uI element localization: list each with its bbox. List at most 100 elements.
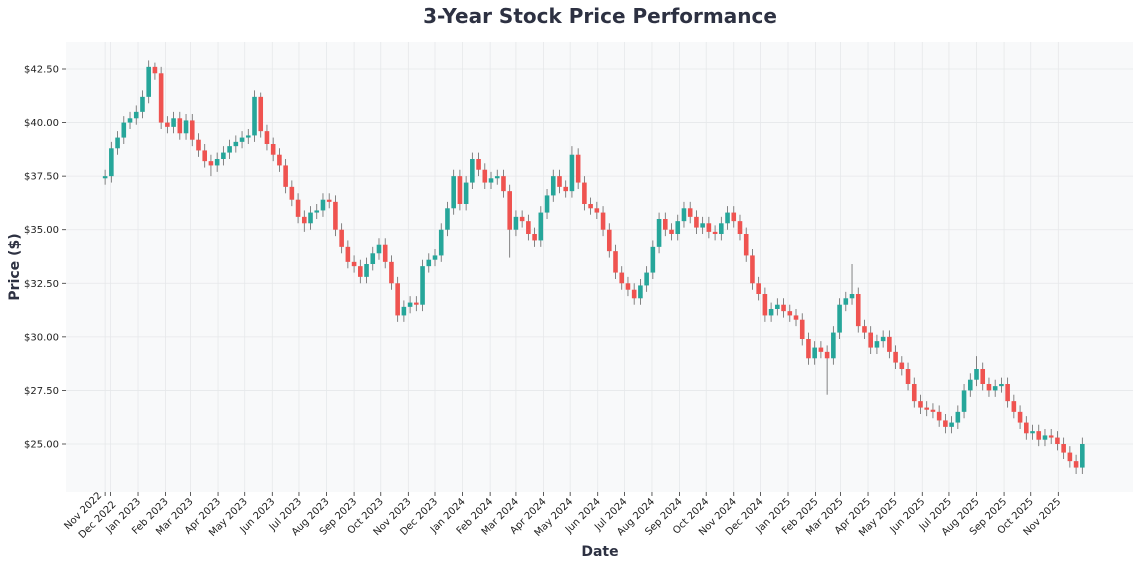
candle-body — [924, 407, 930, 410]
candle-down — [1036, 424, 1042, 447]
candle-down — [893, 345, 898, 369]
candle-up — [999, 377, 1004, 393]
candle-down — [799, 313, 805, 346]
candle-down — [333, 195, 338, 237]
candle-body — [382, 244, 388, 262]
candle-down — [532, 227, 537, 247]
candle-up — [675, 214, 681, 241]
candle-body — [687, 208, 693, 217]
candle-body — [905, 369, 911, 384]
candle-up — [245, 129, 251, 144]
candle-body — [550, 176, 556, 196]
candle-down — [519, 210, 525, 228]
candle-down — [669, 223, 674, 241]
candle-down — [756, 276, 761, 301]
candle-down — [750, 249, 755, 290]
candle-body — [1080, 444, 1085, 468]
candle-body — [1024, 422, 1029, 434]
candle-down — [277, 148, 282, 172]
candle-down — [986, 377, 992, 397]
candle-down — [613, 244, 618, 279]
candle-down — [289, 180, 295, 207]
candle-down — [687, 201, 693, 224]
candle-body — [488, 178, 494, 183]
candle-down — [781, 298, 786, 318]
candle-body — [563, 186, 569, 192]
candle-body — [806, 339, 811, 359]
candle-up — [320, 193, 326, 217]
candle-down — [1005, 377, 1010, 408]
candle-body — [544, 195, 550, 213]
candle-up — [719, 216, 724, 241]
candle-body — [843, 298, 849, 305]
candle-down — [1017, 405, 1023, 429]
candle-body — [295, 199, 301, 217]
grid-lines — [66, 42, 1133, 492]
candle-up — [432, 249, 438, 267]
candle-body — [918, 401, 923, 408]
candle-body — [949, 422, 954, 427]
y-tick-label: $32.50 — [24, 279, 59, 290]
candle-body — [793, 315, 799, 320]
candle-body — [1055, 437, 1060, 444]
candle-up — [488, 171, 494, 189]
x-axis-label: Date — [581, 544, 618, 560]
y-tick-label: $27.50 — [24, 386, 59, 397]
candle-body — [700, 223, 705, 228]
candle-down — [887, 330, 892, 359]
candle-body — [619, 272, 625, 284]
candle-body — [457, 176, 463, 204]
candle-body — [420, 266, 425, 305]
candle-down — [737, 214, 743, 241]
candle-body — [102, 176, 108, 179]
candle-body — [301, 216, 307, 224]
candle-up — [233, 135, 239, 153]
candle-down — [862, 319, 867, 339]
candle-body — [731, 212, 737, 222]
candle-up — [656, 212, 662, 254]
candle-body — [1030, 431, 1035, 434]
candle-down — [936, 405, 942, 427]
candle-body — [532, 234, 537, 241]
candle-up — [949, 416, 954, 434]
candle-up — [121, 116, 127, 144]
candle-body — [121, 122, 127, 138]
candle-body — [600, 212, 606, 230]
candle-body — [638, 285, 643, 299]
candle-body — [320, 199, 326, 211]
candle-body — [283, 165, 288, 187]
candle-body — [812, 347, 817, 359]
candle-down — [619, 266, 625, 290]
candle-body — [526, 221, 531, 234]
candle-down — [351, 255, 357, 273]
candle-body — [438, 229, 444, 256]
candle-up — [308, 206, 313, 230]
candle-down — [501, 169, 506, 198]
candle-up — [183, 114, 189, 140]
candle-body — [775, 304, 780, 309]
candle-body — [407, 302, 413, 307]
y-tick-label: $30.00 — [24, 332, 59, 343]
candle-up — [569, 146, 575, 198]
candle-body — [115, 137, 120, 149]
candle-body — [694, 216, 699, 228]
candle-down — [582, 176, 587, 211]
candle-body — [625, 283, 631, 290]
candle-down — [1024, 416, 1029, 440]
candle-body — [750, 255, 755, 284]
candle-body — [239, 137, 245, 142]
candle-body — [799, 319, 805, 339]
candle-body — [1011, 401, 1017, 412]
candle-down — [943, 414, 948, 434]
candle-body — [893, 351, 898, 363]
candle-down — [712, 225, 718, 241]
candle-body — [675, 221, 681, 234]
candle-body — [569, 154, 575, 192]
candle-body — [787, 311, 793, 316]
candle-up — [171, 111, 176, 134]
candle-down — [1073, 454, 1079, 474]
candle-body — [706, 223, 712, 232]
candle-up — [775, 298, 780, 316]
candle-body — [662, 219, 668, 230]
candle-down — [600, 206, 606, 237]
